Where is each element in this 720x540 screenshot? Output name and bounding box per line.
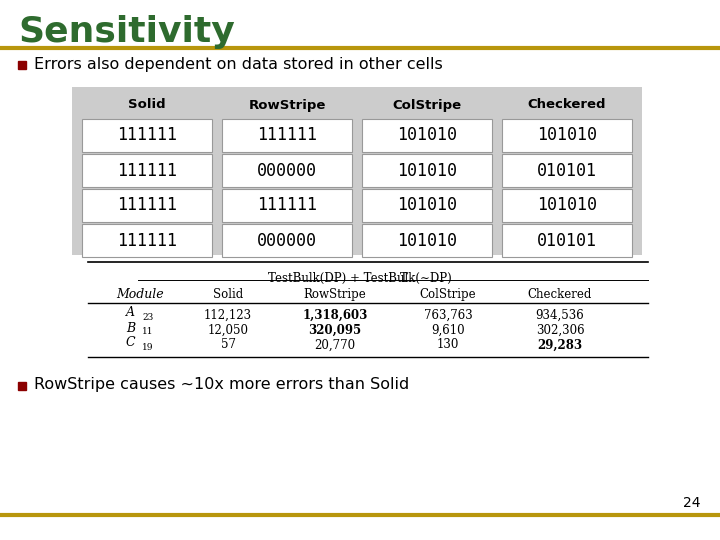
Bar bbox=[82, 119, 212, 152]
Text: RowStripe causes ~10x more errors than Solid: RowStripe causes ~10x more errors than S… bbox=[34, 377, 409, 393]
Bar bbox=[362, 119, 492, 152]
Text: 23: 23 bbox=[142, 313, 153, 321]
Bar bbox=[72, 87, 642, 255]
Text: 101010: 101010 bbox=[537, 197, 597, 214]
Text: B: B bbox=[126, 321, 135, 334]
Text: 010101: 010101 bbox=[537, 232, 597, 249]
Text: T: T bbox=[400, 272, 408, 285]
Bar bbox=[362, 154, 492, 187]
Bar bbox=[502, 154, 632, 187]
Text: 130: 130 bbox=[437, 339, 459, 352]
Bar bbox=[222, 189, 352, 222]
Text: 934,536: 934,536 bbox=[536, 308, 585, 321]
Text: ColStripe: ColStripe bbox=[392, 98, 462, 111]
Text: Solid: Solid bbox=[213, 288, 243, 301]
Bar bbox=[362, 224, 492, 257]
Text: 111111: 111111 bbox=[117, 126, 177, 145]
Text: 111111: 111111 bbox=[257, 126, 317, 145]
Text: Module: Module bbox=[116, 288, 164, 301]
Bar bbox=[82, 154, 212, 187]
Text: 111111: 111111 bbox=[117, 232, 177, 249]
Text: RowStripe: RowStripe bbox=[248, 98, 325, 111]
Text: RowStripe: RowStripe bbox=[304, 288, 366, 301]
Bar bbox=[362, 189, 492, 222]
Text: 320,095: 320,095 bbox=[308, 323, 361, 336]
Text: 112,123: 112,123 bbox=[204, 308, 252, 321]
Text: 101010: 101010 bbox=[537, 126, 597, 145]
Text: Errors also dependent on data stored in other cells: Errors also dependent on data stored in … bbox=[34, 57, 443, 71]
Text: 101010: 101010 bbox=[397, 197, 457, 214]
Text: 302,306: 302,306 bbox=[536, 323, 585, 336]
Text: Solid: Solid bbox=[128, 98, 166, 111]
Text: 19: 19 bbox=[142, 342, 153, 352]
Text: 000000: 000000 bbox=[257, 232, 317, 249]
Bar bbox=[222, 154, 352, 187]
Text: 20,770: 20,770 bbox=[315, 339, 356, 352]
Text: Checkered: Checkered bbox=[528, 98, 606, 111]
Text: 11: 11 bbox=[142, 327, 153, 336]
Text: ColStripe: ColStripe bbox=[420, 288, 477, 301]
Text: A: A bbox=[126, 307, 135, 320]
Text: 010101: 010101 bbox=[537, 161, 597, 179]
Text: 101010: 101010 bbox=[397, 232, 457, 249]
Text: 111111: 111111 bbox=[117, 197, 177, 214]
Bar bbox=[82, 189, 212, 222]
Text: Checkered: Checkered bbox=[528, 288, 592, 301]
Bar bbox=[18, 382, 26, 390]
Text: TestBulk(DP) + TestBulk(∼DP): TestBulk(DP) + TestBulk(∼DP) bbox=[268, 272, 452, 285]
Text: 24: 24 bbox=[683, 496, 700, 510]
Bar bbox=[502, 224, 632, 257]
Text: 111111: 111111 bbox=[257, 197, 317, 214]
Text: 29,283: 29,283 bbox=[537, 339, 582, 352]
Bar bbox=[222, 224, 352, 257]
Text: 000000: 000000 bbox=[257, 161, 317, 179]
Bar bbox=[222, 119, 352, 152]
Text: C: C bbox=[125, 336, 135, 349]
Text: 57: 57 bbox=[220, 339, 235, 352]
Text: Sensitivity: Sensitivity bbox=[18, 15, 235, 49]
Bar bbox=[502, 189, 632, 222]
Text: 101010: 101010 bbox=[397, 161, 457, 179]
Text: 9,610: 9,610 bbox=[431, 323, 465, 336]
Text: 763,763: 763,763 bbox=[423, 308, 472, 321]
Bar bbox=[502, 119, 632, 152]
Text: 12,050: 12,050 bbox=[207, 323, 248, 336]
Bar bbox=[18, 61, 26, 69]
Bar bbox=[82, 224, 212, 257]
Text: 1,318,603: 1,318,603 bbox=[302, 308, 368, 321]
Text: 101010: 101010 bbox=[397, 126, 457, 145]
Text: 111111: 111111 bbox=[117, 161, 177, 179]
